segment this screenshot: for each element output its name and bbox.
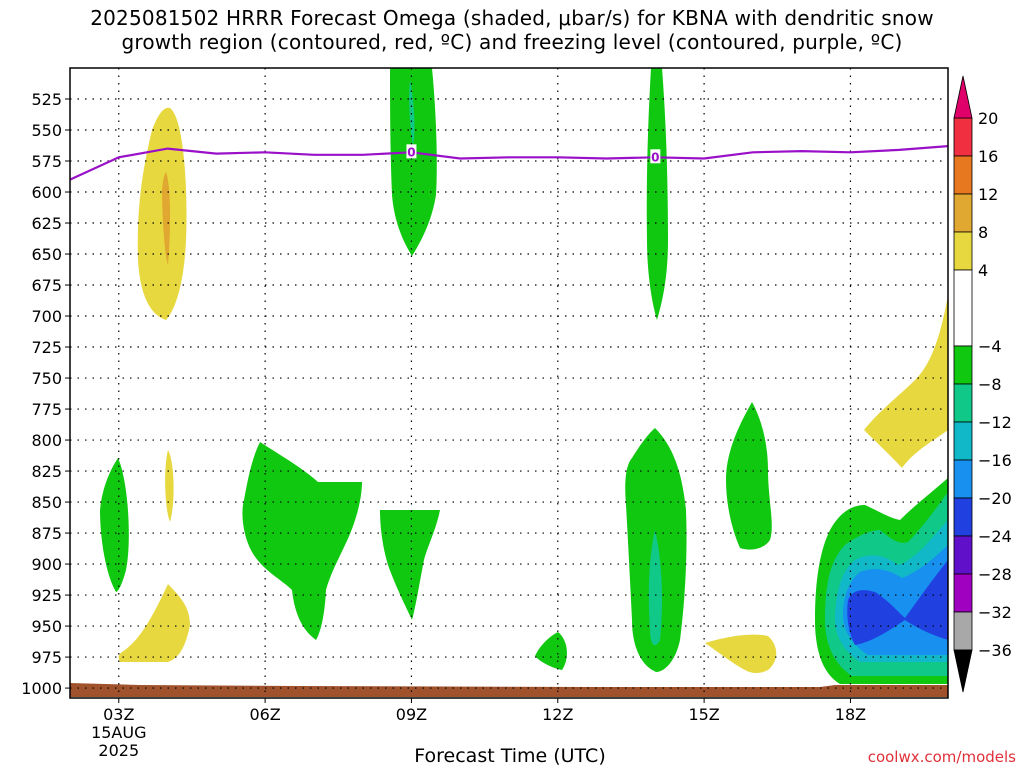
omega-negative-band-4: [847, 560, 948, 645]
omega-positive-area-04z: [137, 107, 187, 320]
omega-positive-core-04z: [162, 172, 171, 265]
y-tick-label: 825: [31, 462, 62, 481]
y-tick-label: 525: [31, 90, 62, 109]
omega-negative-strip-14z: [646, 68, 668, 320]
omega-negative-area-06z: [242, 442, 362, 640]
omega-negative-core-09z: [409, 80, 415, 145]
colorbar-band: [953, 269, 973, 347]
colorbar-label: −24: [978, 527, 1012, 546]
y-tick-label: 925: [31, 586, 62, 605]
y-tick-label: 800: [31, 431, 62, 450]
grid-lines: [70, 68, 948, 698]
y-tick-label: 600: [31, 183, 62, 202]
colorbar-band: [953, 421, 973, 461]
colorbar-band: [953, 193, 973, 233]
y-tick-label: 650: [31, 245, 62, 264]
credit-text: coolwx.com/models: [867, 748, 1016, 766]
x-tick-label: 12Z: [542, 705, 573, 724]
colorbar-label: 12: [978, 185, 998, 204]
y-tick-label: 700: [31, 307, 62, 326]
colorbar-band: [953, 117, 973, 157]
x-tick-year: 2025: [98, 741, 139, 760]
colorbar-band: [953, 155, 973, 195]
colorbar-label: −36: [978, 641, 1012, 660]
colorbar-band: [953, 573, 973, 613]
y-tick-label: 750: [31, 369, 62, 388]
chart-title-line2: growth region (contoured, red, ºC) and f…: [121, 30, 903, 54]
colorbar-label: 4: [978, 261, 988, 280]
x-tick-label: 03Z: [103, 705, 134, 724]
colorbar-label: −28: [978, 565, 1012, 584]
x-tick-date: 15AUG: [91, 723, 146, 742]
plot-frame: [69, 67, 949, 699]
colorbar-band: [953, 459, 973, 499]
colorbar-label: −32: [978, 603, 1012, 622]
omega-positive-area-lower-04z: [118, 584, 190, 662]
omega-positive-strip-04z: [165, 450, 174, 522]
omega-positive-wedge-19z: [864, 295, 948, 468]
colorbar-band: [953, 611, 973, 651]
y-tick-label: 625: [31, 214, 62, 233]
y-tick-label: 875: [31, 524, 62, 543]
colorbar-label: −12: [978, 413, 1012, 432]
y-tick-label: 550: [31, 121, 62, 140]
x-tick-label: 15Z: [688, 705, 719, 724]
omega-negative-oval-16z: [726, 402, 772, 550]
colorbar-band: [953, 345, 973, 385]
colorbar-label: −4: [978, 337, 1002, 356]
freezing-label-bg: [650, 149, 661, 164]
colorbar-label: −8: [978, 375, 1002, 394]
x-axis-label: Forecast Time (UTC): [414, 745, 606, 767]
y-tick-label: 775: [31, 400, 62, 419]
colorbar-band: [953, 535, 973, 575]
omega-negative-area-03z: [100, 458, 129, 592]
omega-negative-blob-12z: [535, 632, 567, 670]
colorbar-label: 16: [978, 147, 998, 166]
chart-title-line1: 2025081502 HRRR Forecast Omega (shaded, …: [90, 6, 934, 30]
y-tick-label: 575: [31, 152, 62, 171]
x-tick-label: 06Z: [249, 705, 280, 724]
freezing-level-line: [69, 145, 949, 181]
colorbar-band: [953, 231, 973, 271]
freezing-label-bg: [406, 144, 417, 159]
colorbar: 20 16 12 8 4 −4 −8 −12 −16 −20 −24 −28 −32 −36: [953, 75, 1012, 693]
chart-title: 2025081502 HRRR Forecast Omega (shaded, …: [0, 6, 1024, 54]
axes: 525 550 575 600 625 650 675 700 725 750 775 800 825 8…: [21, 90, 866, 760]
y-tick-label: 725: [31, 338, 62, 357]
omega-negative-column-09z: [390, 68, 437, 256]
colorbar-under-arrow: [953, 649, 973, 693]
colorbar-label: 8: [978, 223, 988, 242]
colorbar-label: −16: [978, 451, 1012, 470]
freezing-level-label: 0: [407, 145, 415, 159]
omega-negative-core-14z: [648, 530, 663, 646]
omega-shading: [70, 68, 948, 698]
x-tick-label: 09Z: [396, 705, 427, 724]
plot-background: [70, 68, 948, 698]
colorbar-band: [953, 497, 973, 537]
y-tick-label: 850: [31, 493, 62, 512]
y-tick-label: 950: [31, 617, 62, 636]
y-tick-label: 900: [31, 555, 62, 574]
colorbar-band: [953, 383, 973, 423]
colorbar-label: 20: [978, 109, 998, 128]
y-tick-label: 1000: [21, 679, 62, 698]
y-tick-label: 675: [31, 276, 62, 295]
colorbar-label: −20: [978, 489, 1012, 508]
omega-negative-area-low-09z: [380, 510, 440, 620]
surface-terrain: [70, 683, 948, 697]
y-tick-label: 975: [31, 648, 62, 667]
freezing-level-label: 0: [651, 150, 659, 164]
x-tick-label: 18Z: [835, 705, 866, 724]
omega-positive-patch-16z: [705, 634, 777, 673]
colorbar-over-arrow: [953, 75, 973, 119]
